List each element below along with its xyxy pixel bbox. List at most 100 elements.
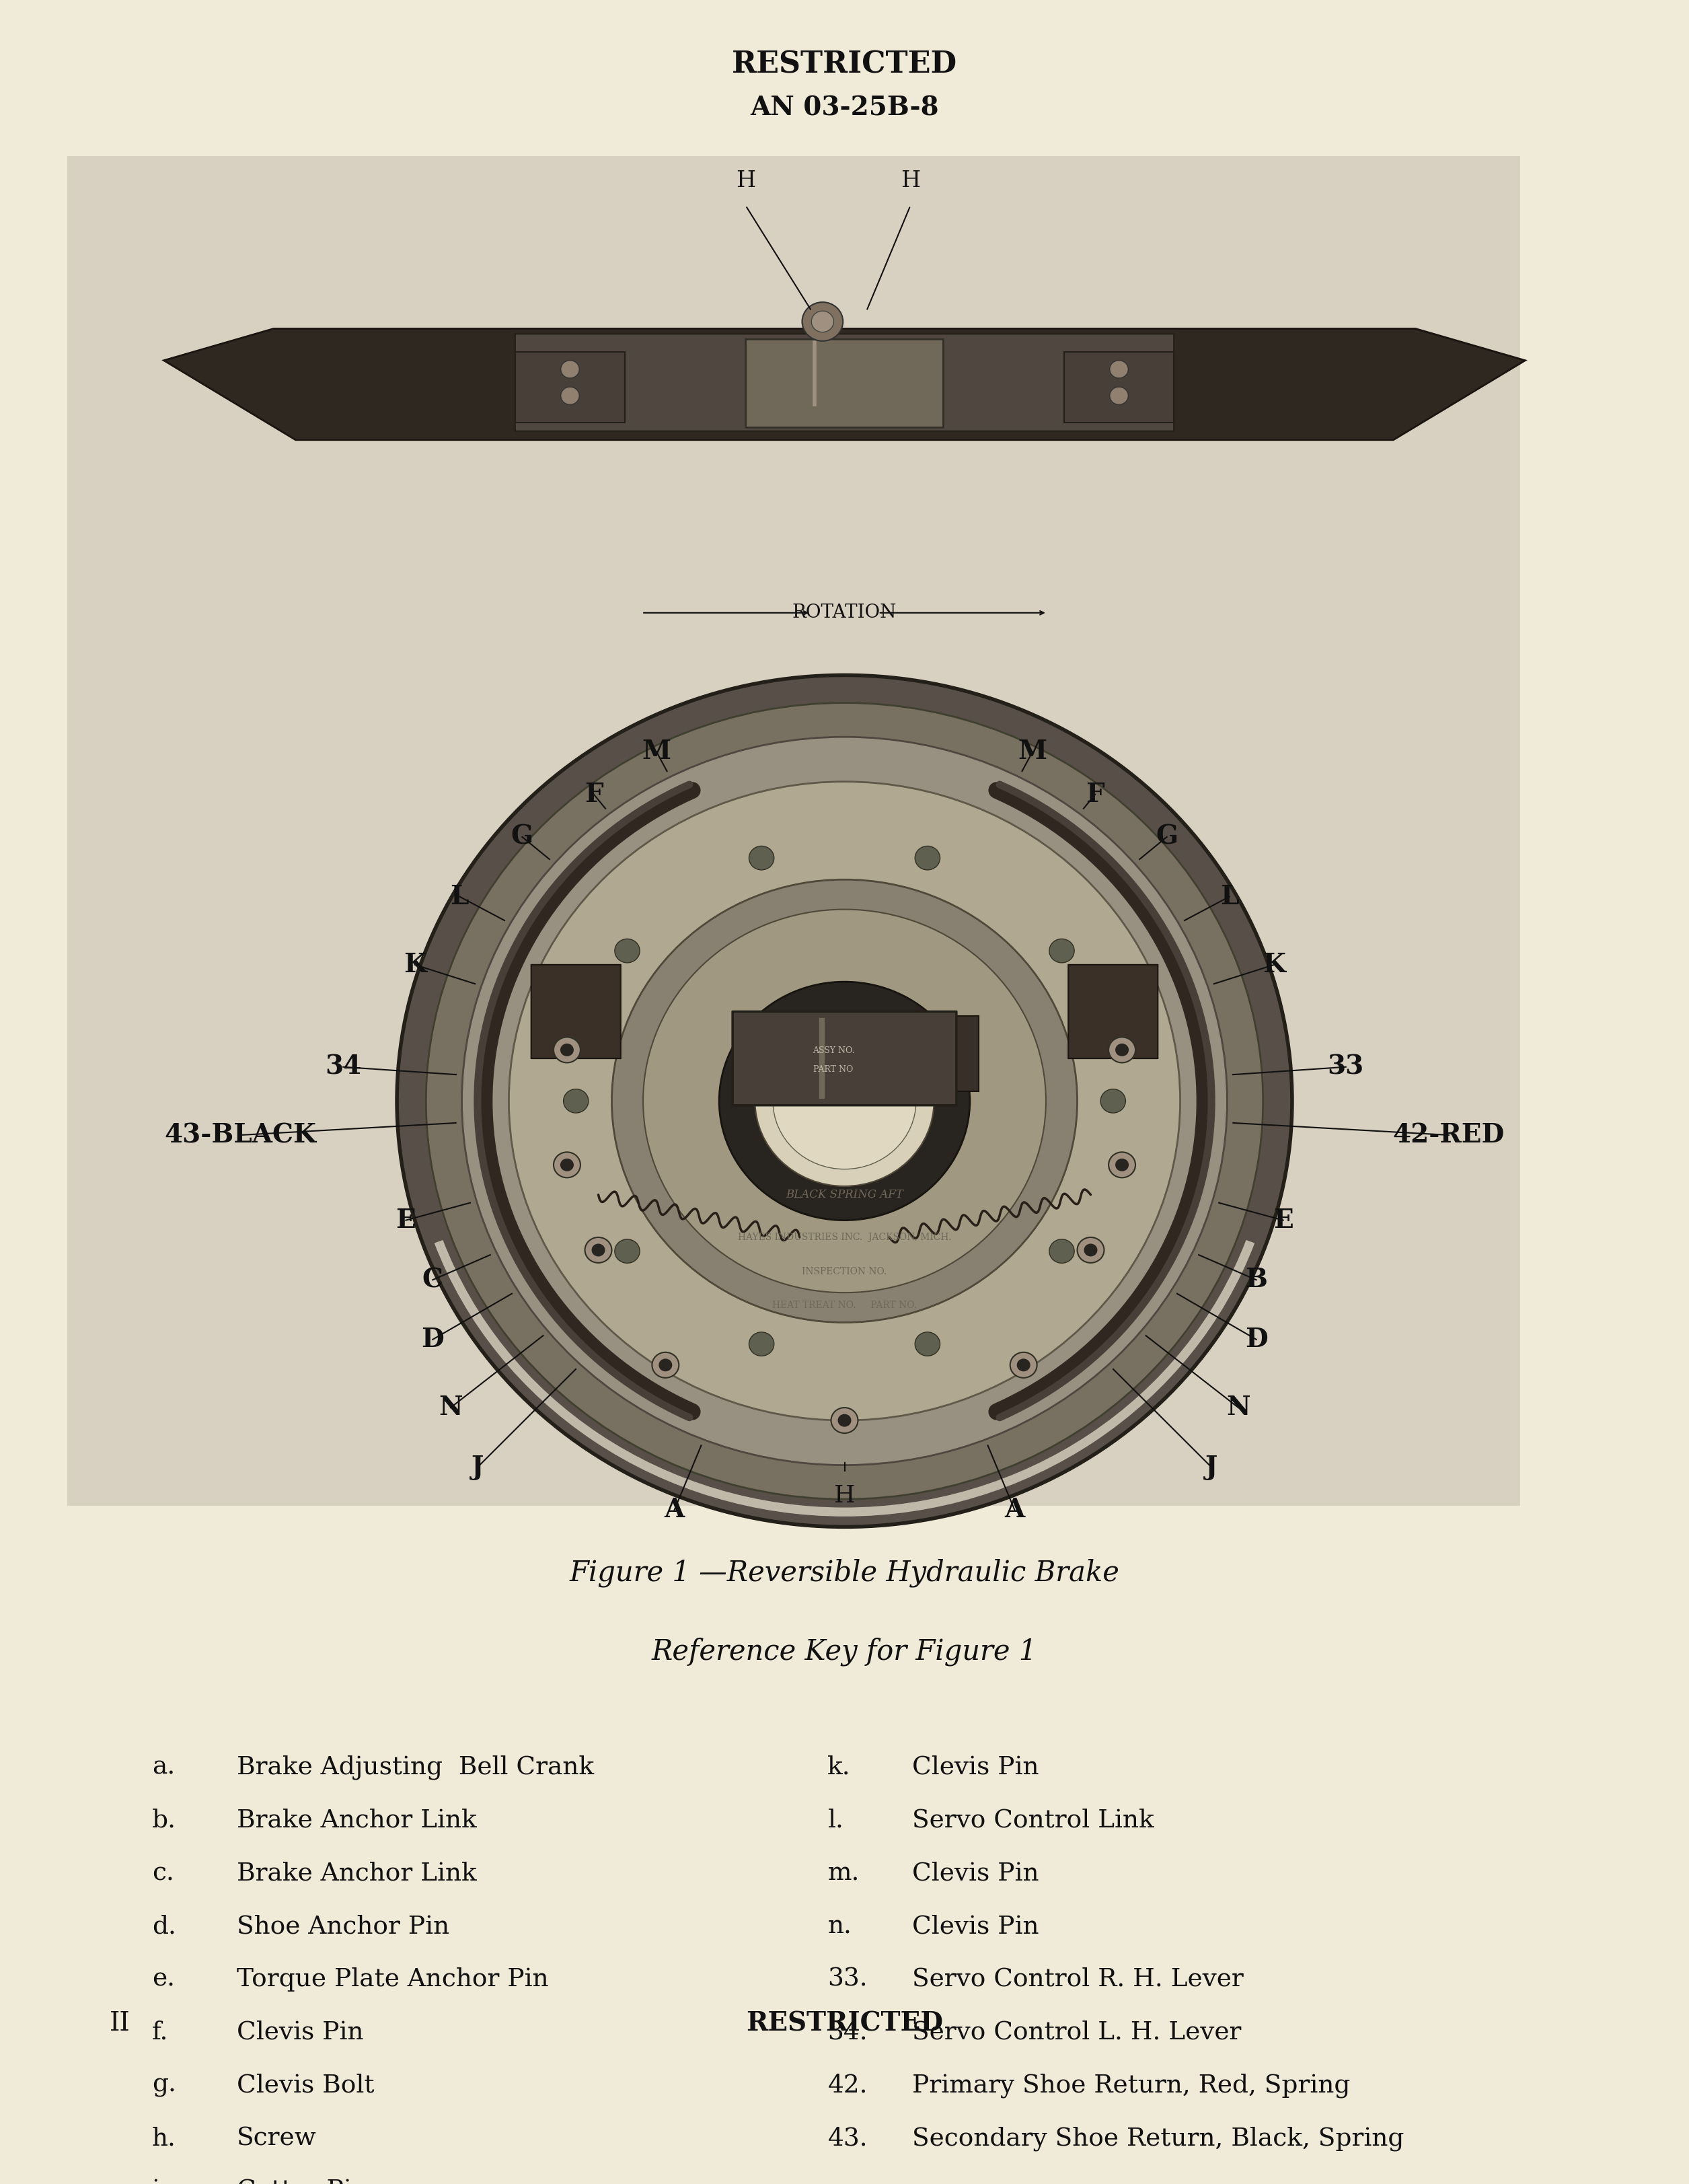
Circle shape [397, 675, 1292, 1527]
Circle shape [1115, 1158, 1128, 1171]
Circle shape [1010, 1352, 1037, 1378]
Text: ROTATION: ROTATION [792, 603, 897, 622]
Text: M: M [642, 738, 671, 764]
Text: B: B [1245, 1267, 1267, 1293]
Text: N: N [439, 1396, 463, 1420]
Text: Brake Anchor Link: Brake Anchor Link [236, 1861, 476, 1885]
Circle shape [1115, 1044, 1128, 1057]
Text: H: H [736, 170, 755, 192]
Circle shape [774, 1033, 915, 1168]
Circle shape [831, 1409, 858, 1433]
Text: e.: e. [152, 1968, 176, 1992]
Circle shape [802, 301, 843, 341]
Text: RED SPRING FORWARD: RED SPRING FORWARD [774, 1147, 915, 1158]
Text: C: C [422, 1267, 443, 1293]
Circle shape [659, 1358, 672, 1372]
Text: ASSY NO.: ASSY NO. [812, 1046, 855, 1055]
Text: 34: 34 [324, 1055, 361, 1079]
Text: 33.: 33. [828, 1968, 868, 1992]
Text: BLACK SPRING AFT: BLACK SPRING AFT [785, 1188, 904, 1201]
Text: G: G [512, 823, 534, 850]
Text: D: D [421, 1326, 444, 1352]
Circle shape [811, 310, 834, 332]
Circle shape [652, 1352, 679, 1378]
Text: J: J [471, 1455, 483, 1481]
Text: N: N [1226, 1396, 1250, 1420]
Circle shape [1049, 939, 1074, 963]
Circle shape [1049, 1238, 1074, 1262]
Text: g.: g. [152, 2073, 176, 2097]
Text: RESTRICTED: RESTRICTED [731, 50, 958, 79]
Circle shape [838, 1413, 851, 1426]
Text: M: M [1018, 738, 1047, 764]
Text: K: K [404, 952, 426, 978]
Text: Brake Anchor Link: Brake Anchor Link [236, 1808, 476, 1832]
FancyBboxPatch shape [745, 339, 944, 428]
Text: Servo Control L. H. Lever: Servo Control L. H. Lever [912, 2020, 1241, 2044]
FancyBboxPatch shape [946, 1016, 980, 1092]
Text: 43-BLACK: 43-BLACK [164, 1123, 316, 1149]
Circle shape [1078, 1238, 1105, 1262]
Text: k.: k. [828, 1756, 851, 1780]
Text: Clevis Pin: Clevis Pin [236, 2020, 363, 2044]
Circle shape [1108, 1153, 1135, 1177]
Circle shape [615, 939, 640, 963]
Circle shape [915, 845, 941, 869]
FancyBboxPatch shape [1069, 965, 1159, 1059]
Text: G: G [1155, 823, 1177, 850]
Text: AN 03-25B-8: AN 03-25B-8 [750, 96, 939, 120]
Circle shape [561, 1158, 574, 1171]
Text: HEAT TREAT NO.     PART NO.: HEAT TREAT NO. PART NO. [772, 1302, 917, 1310]
Text: 42-RED: 42-RED [1393, 1123, 1505, 1149]
Bar [515, 352, 625, 422]
Text: n.: n. [828, 1915, 851, 1939]
Text: Clevis Pin: Clevis Pin [912, 1756, 1039, 1780]
Circle shape [1108, 1037, 1135, 1064]
Circle shape [1110, 360, 1128, 378]
Text: PART NO: PART NO [814, 1066, 853, 1075]
Text: Reference Key for Figure 1: Reference Key for Figure 1 [652, 1638, 1037, 1666]
Circle shape [561, 360, 579, 378]
Text: Servo Control Link: Servo Control Link [912, 1808, 1154, 1832]
Text: 34.: 34. [828, 2020, 868, 2044]
Circle shape [554, 1153, 581, 1177]
Text: Torque Plate Anchor Pin: Torque Plate Anchor Pin [236, 1968, 549, 1992]
Circle shape [915, 1332, 941, 1356]
Text: Screw: Screw [236, 2127, 316, 2151]
Circle shape [1084, 1243, 1098, 1256]
Text: H: H [900, 170, 921, 192]
Text: c.: c. [152, 1861, 174, 1885]
Text: Shoe Anchor Pin: Shoe Anchor Pin [236, 1915, 449, 1939]
Polygon shape [164, 328, 1525, 439]
Text: Brake Adjusting  Bell Crank: Brake Adjusting Bell Crank [236, 1756, 595, 1780]
Text: D: D [1245, 1326, 1268, 1352]
Text: j.: j. [152, 2180, 167, 2184]
Text: INSPECTION NO.: INSPECTION NO. [802, 1267, 887, 1275]
Circle shape [461, 736, 1228, 1465]
Circle shape [561, 387, 579, 404]
Circle shape [748, 1332, 774, 1356]
Text: 42.: 42. [828, 2073, 868, 2097]
Text: F: F [584, 782, 603, 808]
Text: Clevis Pin: Clevis Pin [912, 1861, 1039, 1885]
Text: 33: 33 [1328, 1055, 1365, 1079]
Circle shape [426, 703, 1263, 1498]
Text: J: J [1206, 1455, 1218, 1481]
Text: RESTRICTED: RESTRICTED [747, 2011, 942, 2035]
Text: Servo Control R. H. Lever: Servo Control R. H. Lever [912, 1968, 1243, 1992]
Text: d.: d. [152, 1915, 176, 1939]
Text: A: A [664, 1496, 684, 1522]
Text: K: K [1263, 952, 1285, 978]
Circle shape [1110, 387, 1128, 404]
FancyBboxPatch shape [733, 1011, 956, 1105]
Text: Secondary Shoe Return, Black, Spring: Secondary Shoe Return, Black, Spring [912, 2127, 1404, 2151]
Text: A: A [1005, 1496, 1025, 1522]
Text: l.: l. [828, 1808, 844, 1832]
Circle shape [584, 1238, 611, 1262]
FancyBboxPatch shape [530, 965, 620, 1059]
Circle shape [611, 880, 1078, 1324]
Circle shape [1017, 1358, 1030, 1372]
Circle shape [591, 1243, 605, 1256]
Text: Clevis Bolt: Clevis Bolt [236, 2073, 373, 2097]
Bar [68, 155, 1520, 1507]
